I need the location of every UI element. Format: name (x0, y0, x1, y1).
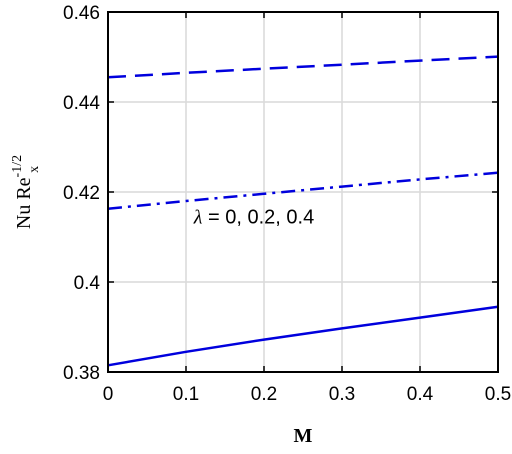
y-tick-label: 0.42 (63, 183, 100, 204)
x-tick-label: 0.3 (329, 384, 355, 405)
x-tick-label: 0.1 (173, 384, 199, 405)
y-axis-label-sub: x (27, 166, 42, 173)
lambda-values: = 0, 0.2, 0.4 (202, 207, 314, 229)
x-tick-label: 0 (103, 384, 114, 405)
x-tick-label: 0.5 (485, 384, 511, 405)
lambda-symbol: λ (193, 207, 203, 229)
series-line-dashed (107, 55, 499, 79)
x-tick-label: 0.4 (407, 384, 434, 405)
series-line-dashdot (107, 171, 499, 210)
y-ticks: 0.38 0.4 0.42 0.44 0.46 (63, 3, 498, 384)
x-tick-label: 0.2 (251, 384, 277, 405)
y-axis-label-main: Nu Re (13, 177, 35, 229)
y-axis-label-sup: -1/2 (10, 155, 25, 178)
y-tick-label: 0.44 (63, 93, 100, 114)
y-tick-label: 0.38 (63, 363, 100, 384)
y-tick-label: 0.46 (63, 3, 100, 24)
series-line-solid (107, 305, 499, 367)
y-axis-label: Nu Re-1/2 x (10, 155, 42, 229)
y-tick-label: 0.4 (74, 273, 101, 294)
lambda-annotation: λ = 0, 0.2, 0.4 (193, 207, 314, 229)
x-ticks: 0 0.1 0.2 0.3 0.4 0.5 (103, 12, 511, 405)
series-group (107, 55, 499, 367)
x-axis-label: M (294, 425, 313, 447)
